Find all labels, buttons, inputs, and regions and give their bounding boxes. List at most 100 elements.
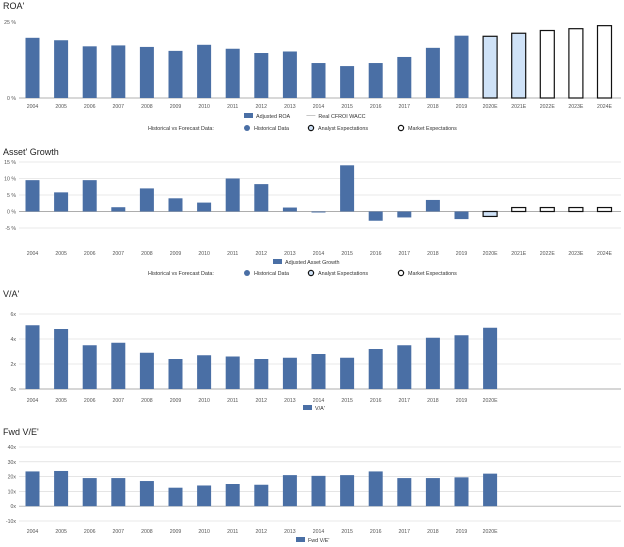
y-tick-label: -10x: [6, 519, 16, 525]
x-tick-label: 2019: [456, 104, 468, 110]
x-tick-label: 2018: [427, 398, 439, 404]
x-tick-label: 2007: [113, 104, 125, 110]
bar-2020E: [482, 35, 498, 99]
x-tick-label: 2024E: [597, 104, 613, 110]
x-tick-label: 2006: [84, 398, 96, 404]
x-tick-label: 2017: [399, 104, 411, 110]
x-tick-label: 2014: [313, 104, 325, 110]
bar-2017: [397, 345, 412, 389]
bar-2004: [25, 37, 40, 98]
x-tick-label: 2010: [198, 398, 210, 404]
x-tick-label: 2007: [113, 529, 125, 535]
legend-series: Fwd V/E': [296, 537, 329, 544]
legend-dot-analyst: [307, 269, 315, 277]
y-tick-label: -5 %: [5, 226, 16, 232]
legend-series: Adjusted Asset Growth: [273, 259, 340, 266]
bar-2013: [282, 357, 297, 389]
bar-2010: [197, 44, 212, 98]
x-tick-label: 2007: [113, 398, 125, 404]
legend-title: Historical vs Forecast Data:: [148, 271, 214, 277]
bar-2019: [454, 335, 469, 389]
x-tick-label: 2013: [284, 104, 296, 110]
x-tick-label: 2010: [198, 104, 210, 110]
x-tick-label: 2008: [141, 529, 153, 535]
x-tick-label: 2023E: [568, 104, 584, 110]
bar-2005: [54, 40, 69, 98]
bar-2010: [197, 355, 212, 389]
legend-label: Adjusted ROA: [256, 114, 291, 120]
x-tick-label: 2020E: [483, 398, 499, 404]
x-tick-label: 2008: [141, 398, 153, 404]
bar-2005: [54, 470, 69, 507]
y-tick-label: 0x: [11, 504, 17, 510]
legend-dot-market: [397, 124, 405, 132]
bar-2016: [368, 349, 383, 389]
legend-forecast: Historical vs Forecast Data: Historical D…: [148, 124, 457, 132]
y-tick-label: 5 %: [7, 193, 16, 199]
bar-2024E: [596, 25, 613, 99]
bar-2020E: [482, 210, 498, 218]
x-tick-label: 2011: [227, 251, 238, 257]
bar-2023E: [568, 206, 584, 213]
chart-panel-1: ROA' 0 % 25 % 2004 2005 2006 2007 2008 2009 2010 2…: [3, 1, 621, 132]
legend-swatch: [296, 537, 305, 542]
x-tick-label: 2007: [113, 251, 125, 257]
bar-2008: [139, 188, 154, 212]
x-tick-label: 2021E: [511, 104, 527, 110]
bar-2004: [25, 325, 40, 389]
bar-2006: [82, 345, 97, 389]
x-tick-label: 2009: [170, 529, 182, 535]
bar-2017: [397, 211, 412, 218]
legend-swatch: [244, 113, 253, 118]
bar-2009: [168, 50, 183, 98]
bar-2006: [82, 180, 97, 212]
bar-2010: [197, 485, 212, 507]
x-tick-label: 2022E: [540, 104, 556, 110]
x-tick-label: 2023E: [568, 251, 584, 257]
bar-2022E: [539, 29, 555, 99]
bar-2020E: [483, 327, 498, 389]
x-tick-label: 2019: [456, 529, 468, 535]
legend-forecast: Historical vs Forecast Data: Historical D…: [148, 269, 457, 277]
bar-2016: [368, 471, 383, 507]
legend-swatch: [303, 405, 312, 410]
bar-2008: [139, 481, 154, 507]
x-tick-label: 2012: [256, 529, 268, 535]
legend-item-label: Analyst Expectations: [318, 271, 368, 277]
x-tick-label: 2024E: [597, 251, 613, 257]
bar-2011: [225, 178, 240, 212]
x-tick-label: 2020E: [483, 251, 499, 257]
x-tick-label: 2012: [256, 104, 268, 110]
bar-2007: [111, 207, 126, 212]
chart-title: V/A': [3, 289, 20, 299]
bar-2013: [282, 51, 297, 98]
x-tick-label: 2010: [198, 529, 210, 535]
legend-item-label: Market Expectations: [408, 271, 457, 277]
x-tick-label: 2009: [170, 104, 182, 110]
x-tick-label: 2017: [399, 529, 411, 535]
bar-2017: [397, 56, 412, 98]
x-tick-label: 2015: [341, 529, 353, 535]
x-tick-label: 2008: [141, 251, 153, 257]
bar-2015: [340, 475, 355, 507]
legend-swatch: [273, 259, 282, 264]
x-tick-label: 2011: [227, 529, 238, 535]
x-tick-label: 2004: [27, 104, 39, 110]
legend-item-label: Market Expectations: [408, 126, 457, 132]
bar-2019: [454, 35, 469, 98]
legend-series: V/A': [303, 405, 325, 412]
bar-2009: [168, 198, 183, 212]
x-tick-label: 2016: [370, 251, 382, 257]
legend-label: Real CFROI WACC: [318, 114, 365, 120]
bar-2021E: [511, 206, 527, 213]
bar-2013: [282, 207, 297, 212]
bar-2015: [340, 165, 355, 212]
bar-2014: [311, 63, 326, 98]
x-tick-label: 2004: [27, 251, 39, 257]
x-tick-label: 2012: [256, 398, 268, 404]
x-tick-label: 2005: [55, 251, 67, 257]
x-tick-label: 2014: [313, 398, 325, 404]
bar-2008: [139, 352, 154, 389]
bar-2012: [254, 53, 269, 98]
